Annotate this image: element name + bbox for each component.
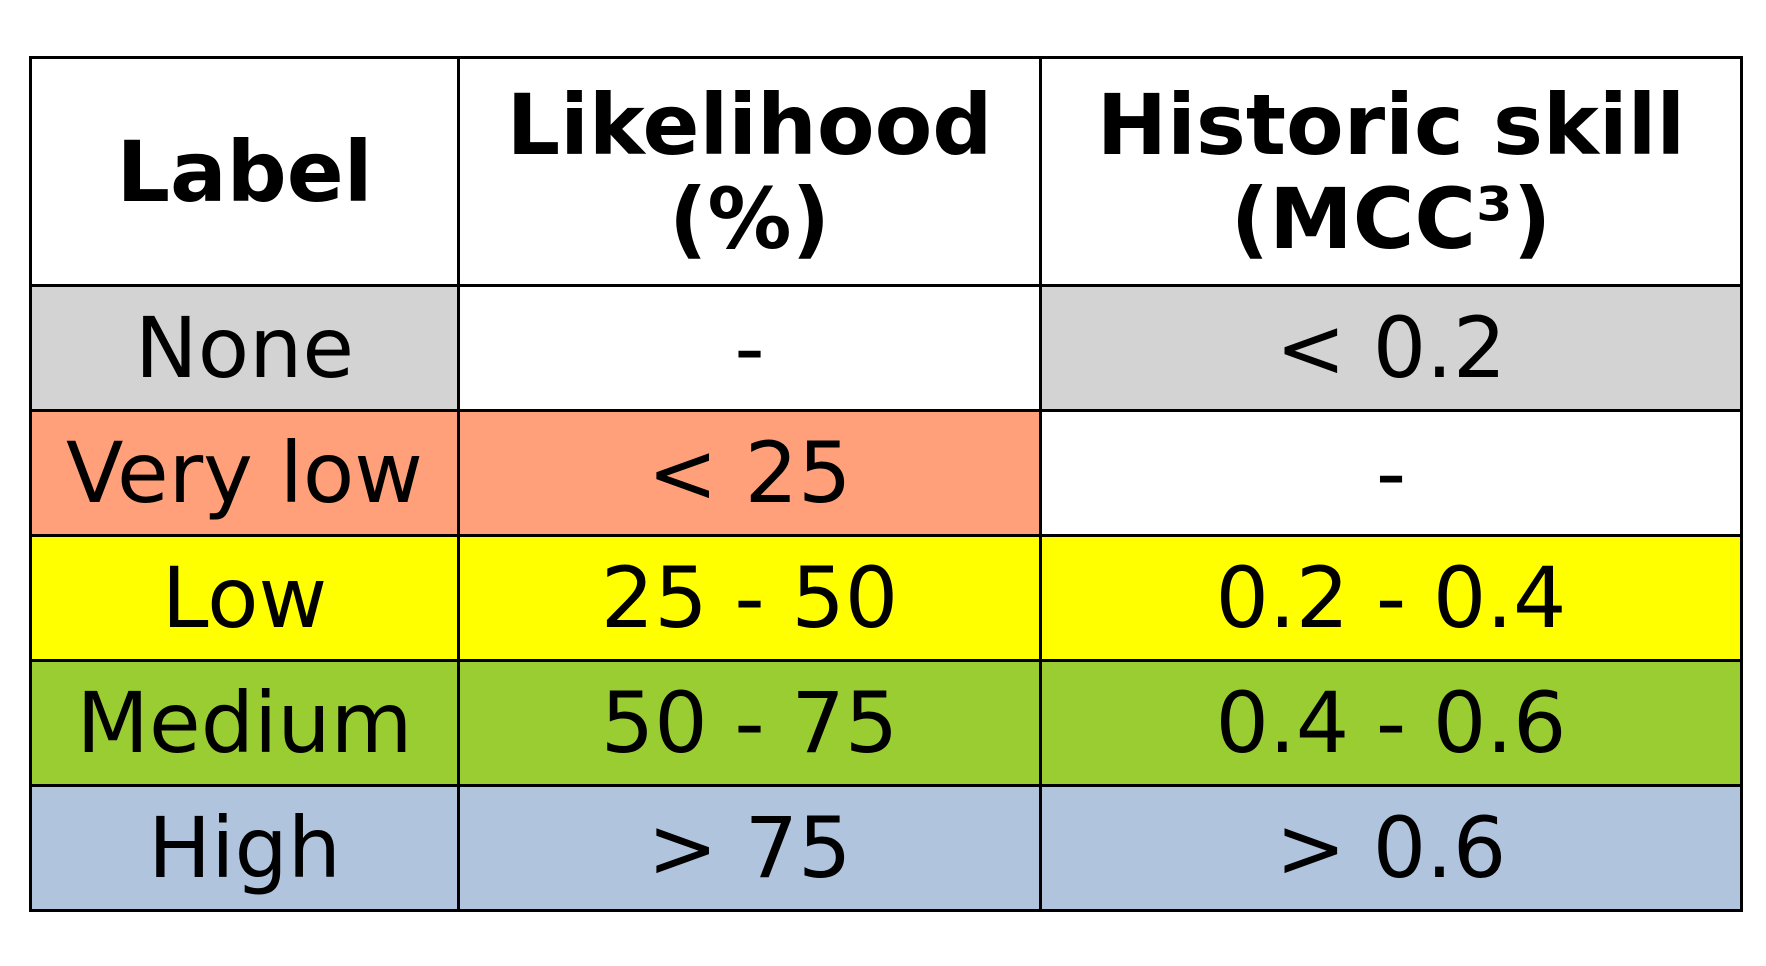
cell-label: High: [29, 784, 460, 912]
cell-skill: > 0.6: [1039, 784, 1743, 912]
cell-likelihood: -: [457, 284, 1042, 412]
cell-label: None: [29, 284, 460, 412]
table-row: Very low < 25 -: [29, 409, 1743, 537]
cell-likelihood: > 75: [457, 784, 1042, 912]
header-label-text: Label: [116, 122, 373, 221]
cell-skill: 0.4 - 0.6: [1039, 659, 1743, 787]
cell-skill: 0.2 - 0.4: [1039, 534, 1743, 662]
header-likelihood-line2: (%): [669, 169, 830, 268]
header-likelihood-line1: Likelihood: [506, 75, 993, 174]
cell-likelihood: 25 - 50: [457, 534, 1042, 662]
cell-skill: -: [1039, 409, 1743, 537]
header-likelihood: Likelihood (%): [457, 56, 1042, 287]
cell-likelihood: 50 - 75: [457, 659, 1042, 787]
table-row: Medium 50 - 75 0.4 - 0.6: [29, 659, 1743, 787]
likelihood-skill-table: Label Likelihood (%) Historic skill (MCC…: [29, 56, 1743, 912]
cell-label: Low: [29, 534, 460, 662]
table-row: Low 25 - 50 0.2 - 0.4: [29, 534, 1743, 662]
table-row: High > 75 > 0.6: [29, 784, 1743, 912]
table-row: None - < 0.2: [29, 284, 1743, 412]
header-label: Label: [29, 56, 460, 287]
header-skill-line2: (MCC³): [1230, 169, 1552, 268]
cell-skill: < 0.2: [1039, 284, 1743, 412]
header-skill: Historic skill (MCC³): [1039, 56, 1743, 287]
cell-label: Very low: [29, 409, 460, 537]
header-row: Label Likelihood (%) Historic skill (MCC…: [29, 56, 1743, 287]
cell-likelihood: < 25: [457, 409, 1042, 537]
header-skill-line1: Historic skill: [1096, 75, 1686, 174]
cell-label: Medium: [29, 659, 460, 787]
